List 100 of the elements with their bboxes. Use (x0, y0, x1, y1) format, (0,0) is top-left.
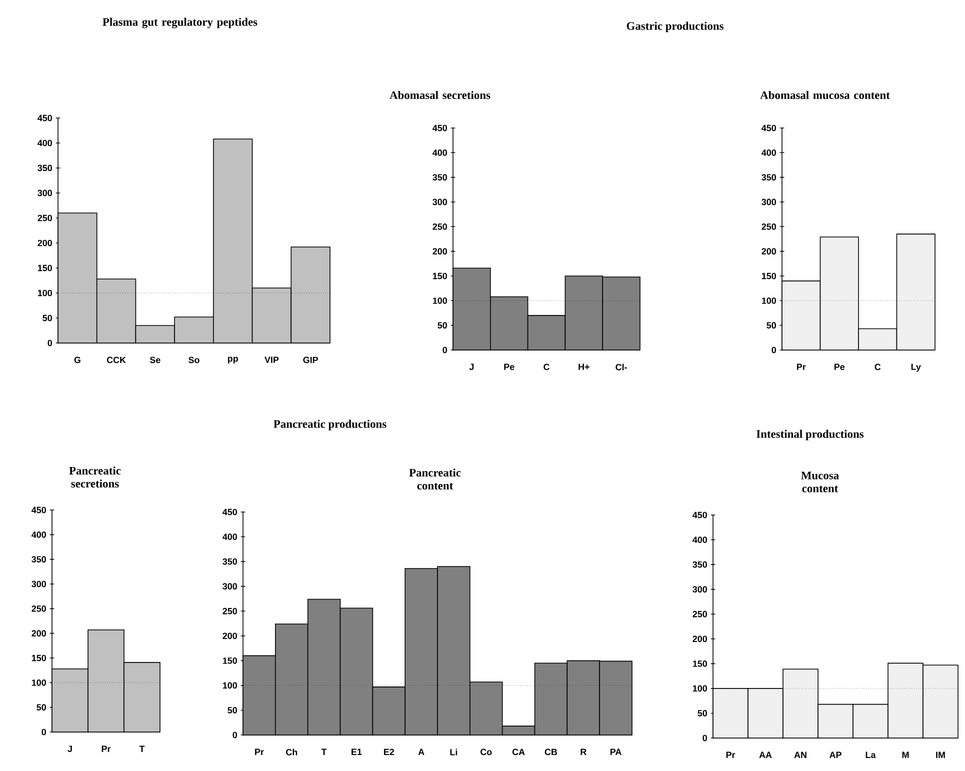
y-tick-label: 300 (432, 198, 447, 206)
y-tick-label: 300 (222, 583, 237, 590)
y-tick-label: 350 (432, 174, 447, 180)
y-tick-label: 150 (38, 264, 52, 272)
y-tick-label: 250 (222, 608, 237, 614)
y-tick-label: 200 (692, 636, 707, 642)
x-tick-label: Pe (834, 364, 845, 370)
y-tick-label: 350 (762, 174, 776, 180)
x-tick-label: J (68, 746, 72, 752)
x-tick-label: VIP (264, 356, 279, 363)
text: Intestinal productions (756, 430, 864, 440)
y-tick-label: 400 (432, 149, 447, 156)
y-tick-label: 0 (442, 346, 447, 354)
y-tick-label: 100 (692, 685, 707, 692)
y-tick-label: 200 (38, 240, 52, 246)
x-tick-label: Se (150, 356, 160, 364)
y-tick-label: 50 (698, 710, 707, 716)
chart-title: Abomasal secretions (390, 90, 490, 100)
y-tick-label: 250 (692, 610, 707, 618)
x-tick-label: C (544, 364, 550, 370)
y-tick-label: 450 (32, 506, 46, 514)
y-tick-label: 100 (32, 679, 46, 686)
y-tick-label: 350 (222, 558, 237, 565)
y-tick-label: 450 (432, 124, 447, 132)
y-tick-label: 300 (762, 198, 776, 206)
y-tick-label: 450 (692, 512, 707, 518)
x-tick-label: J (469, 364, 474, 370)
y-tick-label: 450 (222, 508, 237, 516)
y-tick-label: 150 (692, 660, 707, 667)
text: Gastric productions (626, 22, 724, 32)
x-tick-label: M (902, 752, 909, 758)
y-tick-label: 50 (228, 707, 237, 714)
x-tick-label: T (321, 748, 327, 755)
y-tick-label: 450 (762, 124, 776, 132)
x-tick-label: CB (544, 748, 558, 756)
y-tick-label: 400 (692, 536, 707, 543)
y-tick-label: 200 (222, 632, 237, 640)
y-tick-label: 400 (762, 149, 776, 156)
x-tick-label: AP (830, 752, 842, 758)
chart-title: Mucosa content (801, 472, 839, 492)
y-tick-label: 350 (38, 164, 52, 172)
y-tick-label: 350 (32, 556, 46, 563)
y-tick-label: 250 (32, 605, 46, 612)
y-tick-label: 50 (438, 322, 447, 329)
y-tick-label: 200 (762, 248, 776, 255)
x-tick-label: AN (794, 752, 806, 758)
x-tick-label: GIP (303, 356, 318, 364)
y-tick-label: 100 (432, 297, 447, 304)
x-tick-label: Cl- (616, 364, 627, 370)
x-tick-label: Pe (504, 364, 514, 370)
text: Pancreatic productions (274, 420, 386, 430)
y-tick-label: 400 (32, 531, 46, 538)
y-tick-label: 350 (692, 561, 707, 568)
x-tick-label: La (866, 752, 876, 758)
x-tick-label: E1 (352, 748, 362, 755)
x-tick-label: R (580, 748, 586, 755)
x-tick-label: H+ (578, 364, 590, 370)
x-tick-label: AA (759, 752, 772, 758)
y-tick-label: 100 (38, 290, 52, 296)
x-tick-label: CA (512, 748, 525, 756)
x-tick-label: Ly (911, 364, 921, 372)
x-tick-label: T (139, 746, 145, 752)
x-tick-label: Ch (286, 748, 298, 756)
y-tick-label: 200 (32, 630, 46, 637)
x-tick-label: Pr (102, 746, 111, 752)
y-tick-label: 250 (762, 223, 776, 230)
y-tick-label: 300 (32, 580, 46, 588)
y-tick-label: 150 (32, 654, 46, 662)
x-tick-label: Pr (255, 748, 264, 755)
x-tick-label: IM (936, 752, 945, 758)
x-tick-label: Pr (796, 364, 806, 370)
x-tick-label: CCK (106, 356, 126, 364)
x-tick-label: PA (610, 748, 622, 755)
y-tick-label: 0 (772, 346, 776, 354)
x-tick-label: pp (228, 356, 238, 364)
y-tick-label: 150 (432, 272, 447, 280)
y-tick-label: 400 (38, 140, 52, 146)
chart-title: Pancreatic secretions (69, 466, 121, 488)
x-tick-label: G (74, 356, 80, 364)
x-tick-label: Li (450, 748, 458, 756)
y-tick-label: 400 (222, 534, 237, 540)
y-tick-label: 250 (38, 214, 52, 222)
y-tick-label: 450 (38, 114, 52, 122)
y-tick-label: 250 (432, 223, 447, 230)
y-tick-label: 300 (38, 190, 52, 196)
y-tick-label: 150 (222, 657, 237, 664)
y-tick-label: 200 (432, 248, 447, 255)
y-tick-label: 100 (762, 297, 776, 304)
y-tick-label: 150 (762, 272, 776, 280)
y-tick-label: 50 (766, 322, 776, 329)
y-tick-label: 0 (232, 732, 237, 738)
y-tick-label: 0 (702, 734, 707, 742)
chart-title: Plasma gut regulatory peptides (102, 18, 258, 28)
x-tick-label: Pr (726, 752, 736, 758)
x-tick-label: Co (480, 748, 492, 756)
x-tick-label: So (188, 356, 200, 364)
y-tick-label: 100 (222, 682, 237, 689)
chart-title: Abomasal mucosa content (760, 90, 890, 100)
y-tick-label: 50 (42, 314, 52, 322)
y-tick-label: 50 (36, 704, 46, 711)
